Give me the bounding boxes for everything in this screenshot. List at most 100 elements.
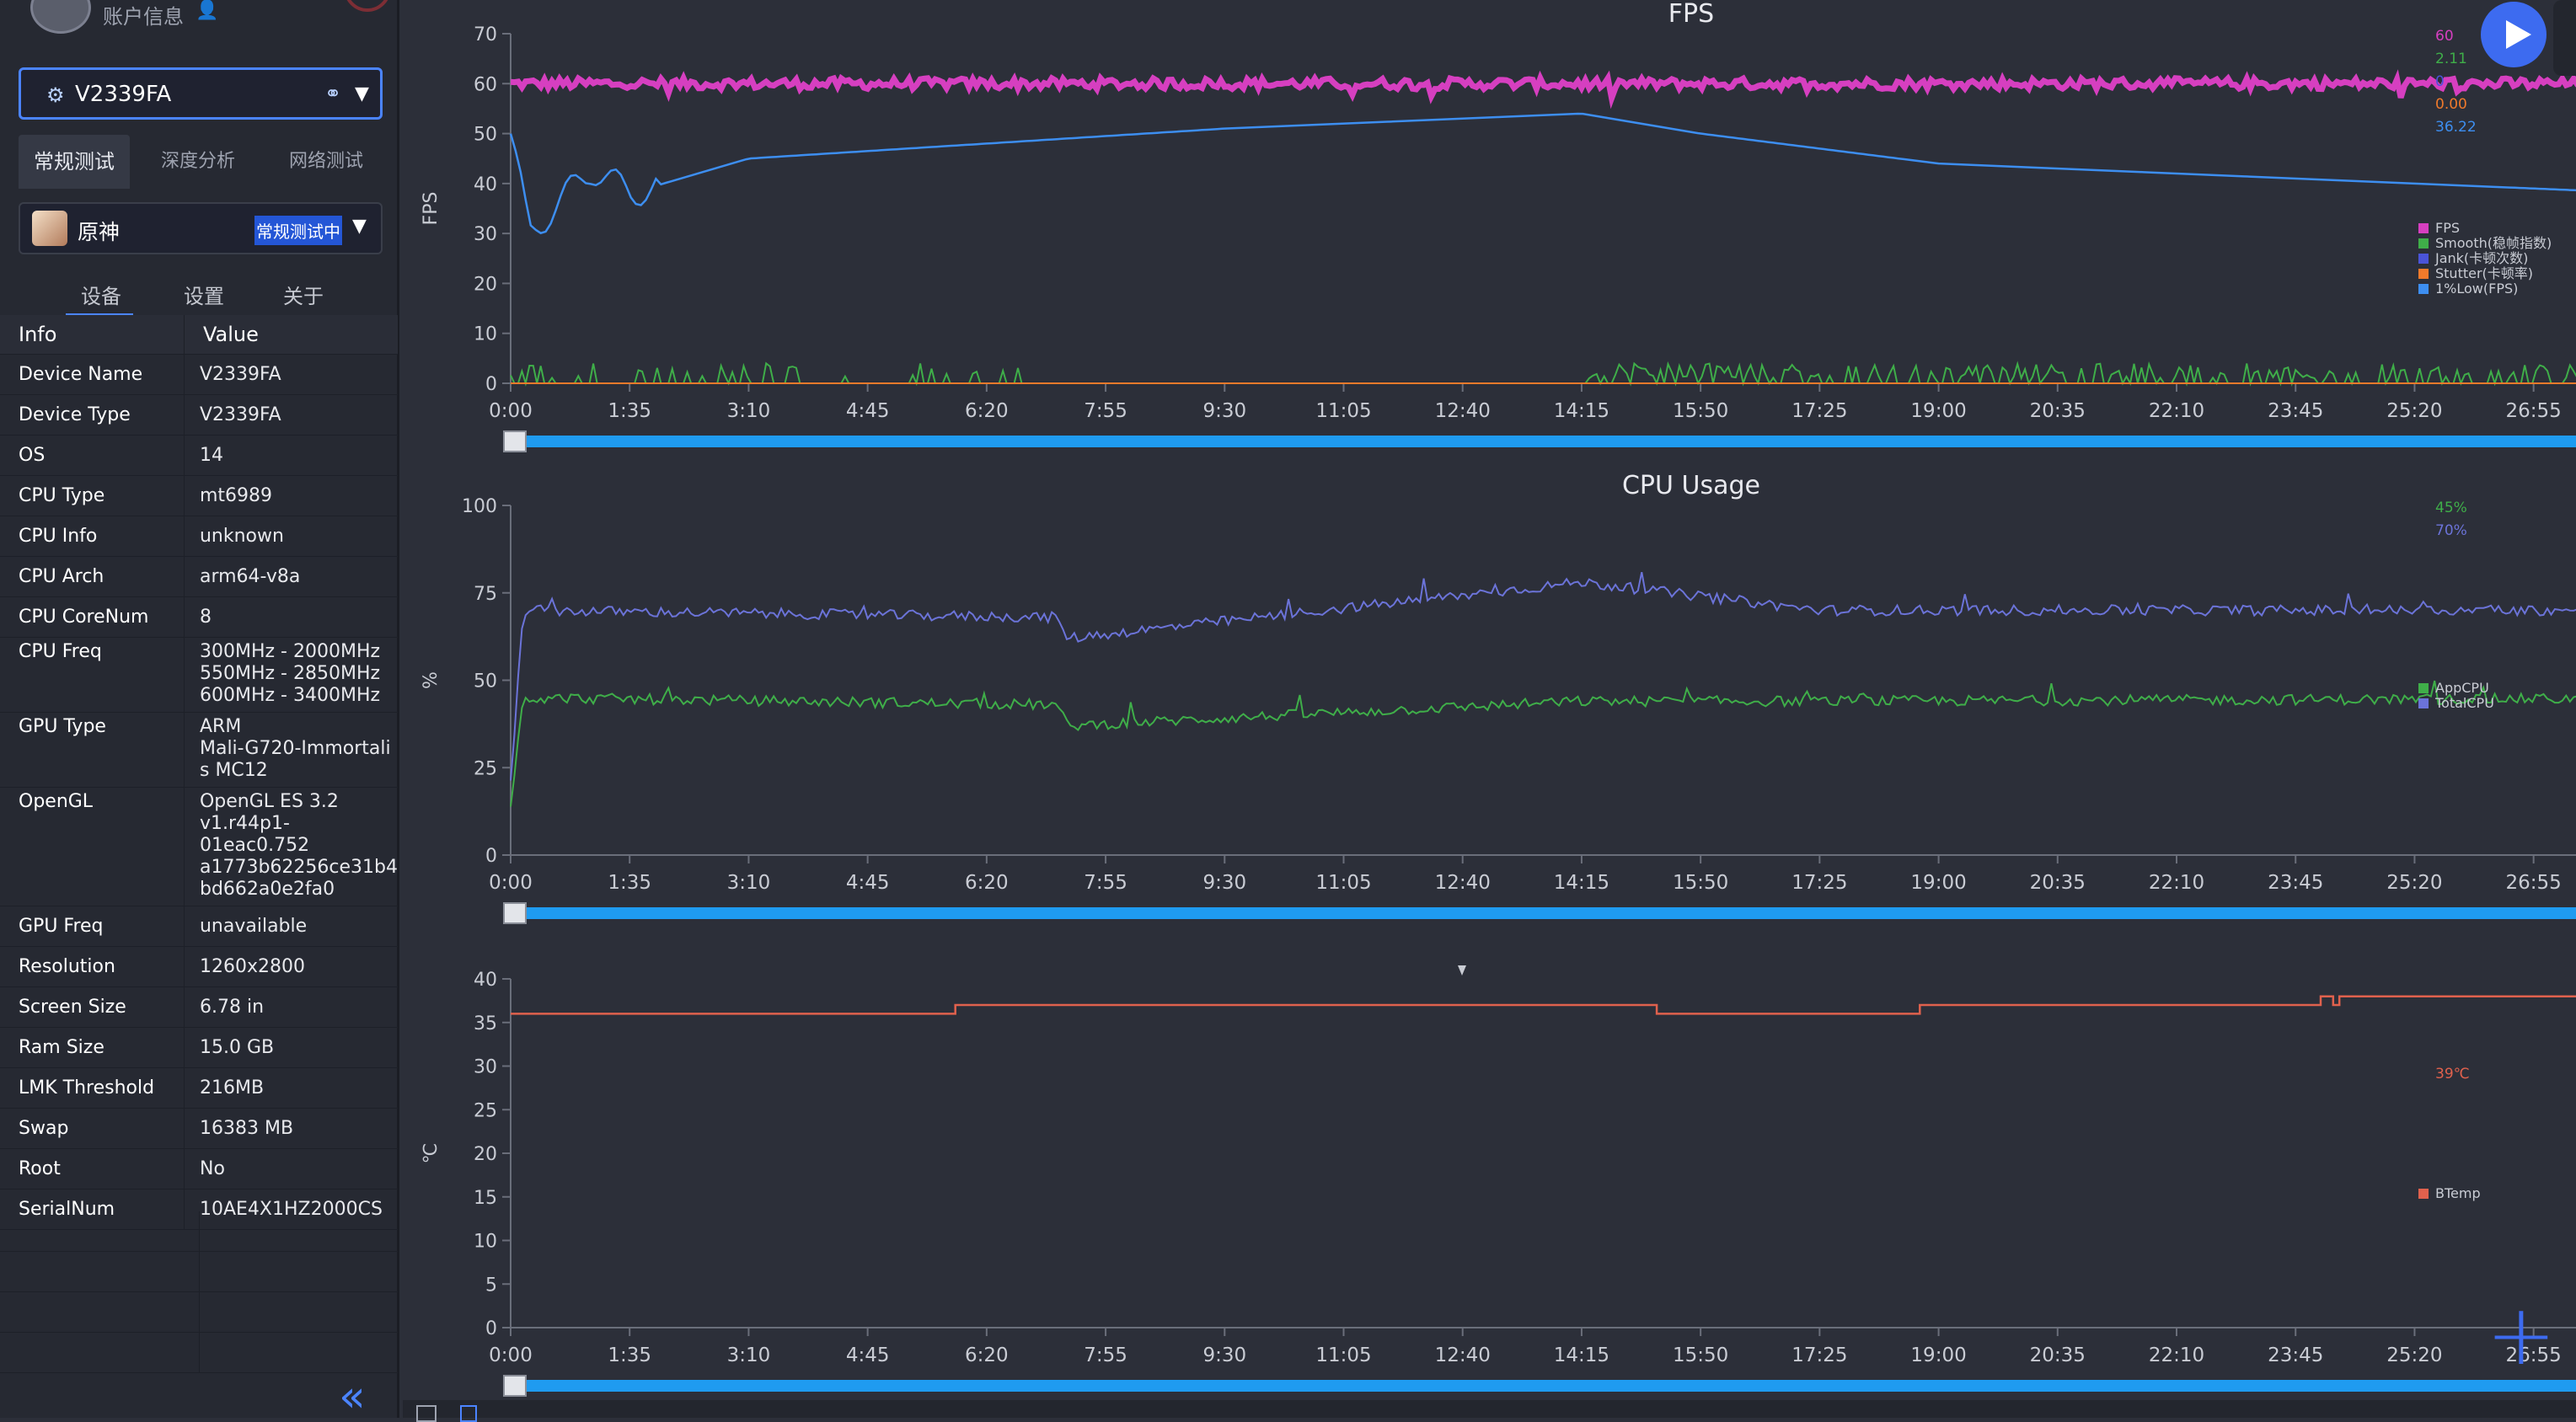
chevron-down-icon[interactable]: ▼ <box>352 216 367 237</box>
tab-about[interactable]: 关于 <box>283 285 324 308</box>
x-tick-label: 22:10 <box>2149 872 2204 894</box>
x-tick-label: 7:55 <box>1084 872 1127 894</box>
legend-label: AppCPU <box>2435 680 2489 696</box>
y-tick-label: 75 <box>474 584 497 605</box>
info-value: 6.78 in <box>184 986 398 1028</box>
table-row: GPU Type ARM Mali-G720-Immortali s MC12 <box>0 712 398 788</box>
current-value: 70% <box>2435 522 2467 539</box>
mode-tabs: 常规测试 深度分析 网络测试 <box>19 135 383 190</box>
y-tick-label: 25 <box>474 1100 497 1121</box>
x-tick-label: 25:20 <box>2386 1344 2442 1366</box>
play-button[interactable] <box>2481 2 2547 67</box>
info-value: 8 <box>184 596 398 638</box>
x-tick-label: 17:25 <box>1791 1344 1847 1366</box>
y-tick-label: 70 <box>474 24 497 45</box>
range-slider-track <box>511 436 2576 447</box>
checkbox-icon[interactable] <box>460 1405 477 1422</box>
table-row: GPU Freq unavailable <box>0 906 398 947</box>
legend-label: Jank(卡顿次数) <box>2434 250 2528 266</box>
info-key: CPU CoreNum <box>0 596 185 638</box>
right-edge-handle[interactable] <box>2553 0 2576 76</box>
table-row: CPU Freq 300MHz - 2000MHz 550MHz - 2850MH… <box>0 637 398 713</box>
info-key: CPU Freq <box>0 637 185 713</box>
y-tick-label: 20 <box>474 274 497 295</box>
table-row: Screen Size 6.78 in <box>0 986 398 1028</box>
range-slider-track <box>511 1380 2576 1392</box>
y-tick-label: 60 <box>474 74 497 95</box>
game-select[interactable]: 原神 常规测试中 ▼ <box>19 202 383 254</box>
x-tick-label: 6:20 <box>965 1344 1009 1366</box>
tab-deep-analysis[interactable]: 深度分析 <box>160 151 235 172</box>
current-value: 2.11 <box>2435 51 2467 67</box>
x-tick-label: 17:25 <box>1791 872 1847 894</box>
y-tick-label: 100 <box>462 496 497 517</box>
info-key: Screen Size <box>0 986 185 1028</box>
y-tick-label: 40 <box>474 970 497 991</box>
x-tick-label: 25:20 <box>2386 400 2442 422</box>
tab-settings[interactable]: 设置 <box>184 285 224 308</box>
info-key: Device Name <box>0 354 185 395</box>
y-tick-label: 50 <box>474 125 497 146</box>
device-select[interactable]: ⚙ V2339FA ⚭ ▼ <box>19 67 383 120</box>
avatar[interactable] <box>30 0 91 34</box>
record-icon[interactable] <box>344 0 391 12</box>
sidebar: 账户信息 👤 ⚙ V2339FA ⚭ ▼ 常规测试 深度分析 网络测试 原神 常… <box>0 0 399 1422</box>
fps-line <box>510 69 2576 110</box>
current-value: 60 <box>2435 28 2454 45</box>
legend-swatch <box>2418 284 2429 294</box>
tab-network-test[interactable]: 网络测试 <box>288 151 363 172</box>
x-tick-label: 15:50 <box>1673 1344 1728 1366</box>
x-tick-label: 6:20 <box>965 872 1009 894</box>
tab-device[interactable]: 设备 <box>81 285 121 308</box>
x-tick-label: 22:10 <box>2149 400 2204 422</box>
y-tick-label: 20 <box>474 1144 497 1165</box>
low1-line <box>509 112 2576 235</box>
tab-regular-test[interactable]: 常规测试 <box>19 135 130 189</box>
y-tick-label: 0 <box>485 1318 497 1339</box>
x-tick-label: 23:45 <box>2268 1344 2323 1366</box>
y-tick-label: 25 <box>474 758 497 779</box>
legend-label: 1%Low(FPS) <box>2435 281 2518 297</box>
chevron-down-icon[interactable]: ▼ <box>355 83 369 104</box>
info-key: CPU Arch <box>0 556 185 597</box>
y-tick-label: 35 <box>474 1013 497 1034</box>
x-tick-label: 15:50 <box>1673 872 1728 894</box>
window-icon[interactable] <box>416 1405 436 1422</box>
x-tick-label: 0:00 <box>489 400 533 422</box>
info-value: unknown <box>184 516 398 557</box>
y-tick-label: 30 <box>474 224 497 245</box>
account-area[interactable]: 账户信息 👤 <box>30 0 536 34</box>
legend-label: FPS <box>2435 220 2460 236</box>
info-key: GPU Type <box>0 712 185 788</box>
android-icon: ⚙ <box>46 83 65 107</box>
y-tick-label: 15 <box>474 1188 497 1209</box>
device-info-table: Info Value Device Name V2339FA Device Type… <box>0 315 398 1230</box>
table-row: Resolution 1260x2800 <box>0 946 398 987</box>
x-tick-label: 14:15 <box>1554 872 1609 894</box>
x-tick-label: 11:05 <box>1315 872 1371 894</box>
y-tick-label: 50 <box>474 671 497 692</box>
info-key: Root <box>0 1148 185 1189</box>
x-tick-label: 4:45 <box>846 1344 890 1366</box>
legend-swatch <box>2418 269 2429 279</box>
x-tick-label: 3:10 <box>727 1344 771 1366</box>
x-tick-label: 7:55 <box>1084 1344 1127 1366</box>
account-label[interactable]: 账户信息 <box>103 5 184 29</box>
info-value: OpenGL ES 3.2 v1.r44p1-01eac0.752 a1773b… <box>184 787 398 906</box>
info-value: 10AE4X1HZ2000CS <box>184 1189 398 1230</box>
smooth-line <box>510 361 2576 387</box>
add-chart-button[interactable]: + <box>2486 1286 2557 1384</box>
table-row: CPU Type mt6989 <box>0 475 398 516</box>
info-key: GPU Freq <box>0 906 185 947</box>
info-value: No <box>184 1148 398 1189</box>
info-value: 16383 MB <box>184 1108 398 1149</box>
collapse-sidebar-icon[interactable]: « <box>339 1371 366 1422</box>
info-value: mt6989 <box>184 475 398 516</box>
x-tick-label: 17:25 <box>1791 400 1847 422</box>
info-value: ARM Mali-G720-Immortali s MC12 <box>184 712 398 788</box>
link-icon[interactable]: ⚭ <box>324 82 342 105</box>
legend-label: Stutter(卡顿率) <box>2435 265 2533 281</box>
y-tick-label: 5 <box>485 1275 497 1296</box>
info-key: Ram Size <box>0 1027 185 1068</box>
current-value: 0.00 <box>2435 96 2467 113</box>
